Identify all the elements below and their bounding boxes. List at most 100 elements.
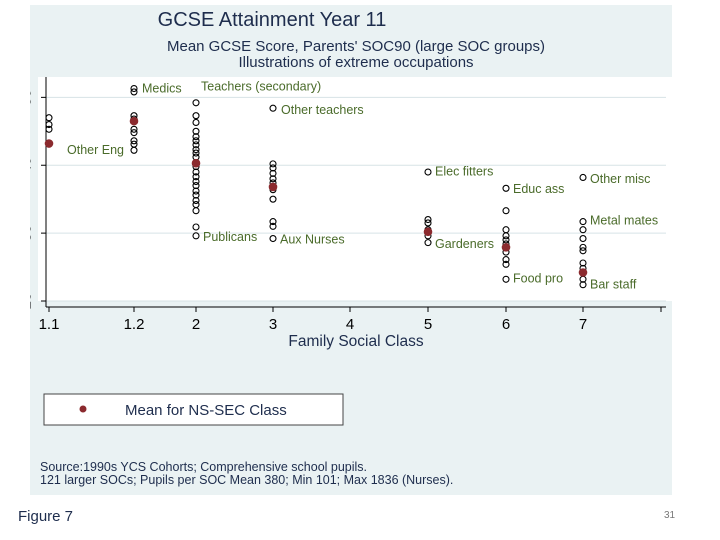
data-point [130,88,138,96]
data-point [424,215,432,224]
data-point [424,168,432,176]
data-point [130,137,138,145]
figure-label: Figure 7 [18,508,74,525]
plot-area [38,77,672,301]
data-point [579,259,587,267]
data-point [192,149,200,157]
source-line-1: Source:1990s YCS Cohorts; Comprehensive … [40,460,367,474]
data-point [192,191,200,199]
data-point [579,247,587,255]
data-point [192,207,200,215]
mean-point [268,182,278,192]
data-point [192,182,200,190]
data-point [130,146,138,154]
data-point [192,168,200,176]
data-point [424,239,432,247]
y-tick-label: 20 [30,293,34,310]
annotation-label: Other Eng [67,143,124,157]
data-point [192,177,200,186]
annotation-label: Teachers (secondary) [201,80,321,94]
x-tick-label: 4 [346,316,354,333]
annotation-label: Publicans [203,230,257,244]
chart-subtitle-2: Illustrations of extreme occupations [238,54,473,71]
mean-point [191,158,201,168]
data-point [192,112,200,120]
data-point [192,187,200,195]
grid-layer [46,96,666,302]
data-point [192,223,200,231]
page-number: 31 [664,510,676,521]
data-point [269,104,277,112]
x-tick-label: 5 [424,316,432,333]
data-point [579,226,587,234]
mean-point [44,139,54,148]
mean-points [44,116,588,277]
annotation-label: Medics [142,82,182,96]
x-tick-label: 3 [269,316,277,333]
annotation-label: Metal mates [590,214,658,228]
data-point [130,125,138,133]
x-axis-label: Family Social Class [288,333,423,350]
data-point [269,160,277,168]
mean-point [501,243,511,252]
annotation-label: Gardeners [435,237,494,251]
data-point [269,169,277,177]
annotation-label: Other teachers [281,103,364,117]
data-point [269,235,277,243]
data-point [192,141,200,149]
annotations: Medics Teachers (secondary) Other teachers… [67,80,658,292]
y-tick-label: 50 [30,89,34,106]
data-point [502,256,510,264]
annotation-label: Bar staff [590,278,637,292]
chart-frame: GCSE Attainment Year 11 Mean GCSE Score,… [30,5,672,495]
data-point [192,127,200,135]
x-tick-label: 1.1 [39,316,60,333]
data-point [269,175,277,183]
data-points [45,84,587,289]
data-point [192,196,200,205]
mean-point [423,227,433,237]
x-ticks: 1.1 1.2 2 3 4 5 6 7 [39,307,662,333]
scatter-chart: GCSE Attainment Year 11 Mean GCSE Score,… [30,9,672,487]
x-tick-label: 6 [502,316,510,333]
data-point [192,118,200,127]
data-point [502,184,510,192]
data-point [269,218,277,226]
data-point [502,260,510,268]
data-point [579,173,587,182]
mean-point [129,116,139,126]
data-point [192,146,200,154]
chart-title: GCSE Attainment Year 11 [158,9,387,31]
data-point [130,84,138,93]
mean-point [578,268,588,277]
data-point [130,129,138,137]
annotation-label: Educ ass [513,182,564,196]
data-point [502,236,510,244]
x-tick-label: 2 [192,316,200,333]
data-point [269,195,277,203]
annotation-label: Aux Nurses [280,233,345,247]
data-point [45,120,53,129]
data-point [192,137,200,145]
data-point [502,275,510,283]
legend-marker [79,405,87,413]
data-point [502,207,510,215]
data-point [45,114,53,122]
y-tick-label: 30 [30,225,34,242]
legend-label: Mean for NS-SEC Class [125,402,287,419]
data-point [192,133,200,141]
data-point [269,164,277,172]
annotation-label: Other misc [590,172,650,186]
y-ticks: 20 30 40 50 [30,89,46,309]
chart-subtitle-1: Mean GCSE Score, Parents' SOC90 (large S… [167,38,545,55]
legend-box [43,393,344,426]
data-point [579,281,587,289]
annotation-label: Food pro [513,272,563,286]
x-tick-label: 7 [579,316,587,333]
data-point [579,235,587,243]
data-point [424,219,432,227]
data-point [579,218,587,226]
data-point [192,232,200,240]
data-point [45,125,53,133]
x-tick-label: 1.2 [124,316,145,333]
